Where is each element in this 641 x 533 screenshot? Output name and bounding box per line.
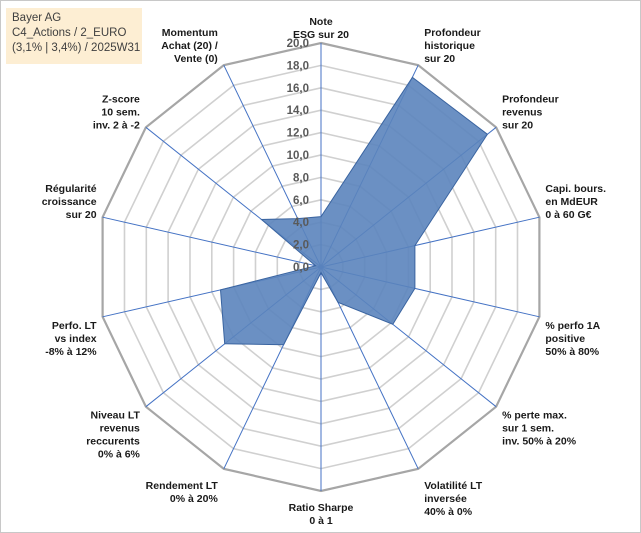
- info-line-2: C4_Actions / 2_EURO: [12, 27, 127, 39]
- category-label-line: positive: [545, 333, 585, 345]
- radial-ticks: 0,0 2,0 4,0 6,0 8,0 10,0 12,0 14,0 16,0 18,0 20,0: [287, 38, 309, 274]
- category-label: Note ESG sur 20: [293, 16, 349, 41]
- category-label: Profondeur revenus sur 20: [502, 93, 559, 131]
- category-label-line: 0 à 1: [309, 515, 333, 527]
- category-label: Z-score 10 sem. inv. 2 à -2: [93, 93, 140, 131]
- category-label: Ratio Sharpe 0 à 1: [289, 502, 354, 527]
- category-label-line: Volatilité LT: [424, 480, 483, 492]
- category-labels: Note ESG sur 20 Profondeur historique sur 20…: [42, 16, 606, 527]
- tick-label: 0,0: [293, 262, 309, 274]
- category-label-line: croissance: [42, 196, 97, 208]
- category-label-line: sur 1 sem.: [502, 423, 554, 435]
- category-label: % perfo 1A positive 50% à 80%: [545, 320, 600, 358]
- category-label: Momentum Achat (20) / Vente (0): [161, 27, 218, 65]
- category-label-line: Perfo. LT: [52, 320, 97, 332]
- category-label-line: 40% à 0%: [424, 506, 473, 518]
- tick-label: 12,0: [287, 128, 309, 140]
- category-label-line: revenus: [502, 106, 542, 118]
- radar-series: [219, 76, 489, 346]
- tick-label: 18,0: [287, 60, 309, 72]
- category-label-line: Profondeur: [424, 27, 481, 39]
- info-line-3: (3,1% | 3,4%) / 2025W31: [12, 42, 141, 54]
- category-label-line: 0 à 60 G€: [545, 209, 591, 221]
- axis-spoke: [102, 216, 322, 268]
- info-box: Bayer AG C4_Actions / 2_EURO (3,1% | 3,4…: [6, 8, 142, 64]
- category-label-line: Ratio Sharpe: [289, 502, 354, 514]
- category-label-line: % perte max.: [502, 410, 567, 422]
- tick-label: 6,0: [293, 195, 309, 207]
- category-label-line: Momentum: [162, 27, 218, 39]
- category-label-line: Note: [309, 16, 332, 28]
- category-label: Rendement LT 0% à 20%: [146, 480, 219, 505]
- category-label: Niveau LT revenus reccurents 0% à 6%: [86, 410, 140, 461]
- category-label-line: sur 20: [424, 53, 455, 65]
- tick-label: 4,0: [293, 217, 309, 229]
- category-label-line: Achat (20) /: [161, 40, 218, 52]
- series-area: [219, 76, 489, 346]
- category-label-line: 0% à 6%: [98, 449, 141, 461]
- category-label-line: 10 sem.: [101, 106, 140, 118]
- category-label-line: Z-score: [102, 93, 140, 105]
- category-label-line: Capi. bours.: [545, 183, 606, 195]
- category-label: Volatilité LT inversée 40% à 0%: [424, 480, 483, 518]
- category-label: Régularité croissance sur 20: [42, 183, 97, 221]
- category-label-line: 0% à 20%: [170, 493, 219, 505]
- category-label: % perte max. sur 1 sem. inv. 50% à 20%: [502, 410, 577, 448]
- category-label-line: en MdEUR: [545, 196, 598, 208]
- category-label-line: % perfo 1A: [545, 320, 600, 332]
- category-label-line: reccurents: [86, 436, 140, 448]
- category-label-line: sur 20: [66, 209, 97, 221]
- tick-label: 20,0: [287, 38, 309, 50]
- category-label-line: Rendement LT: [146, 480, 219, 492]
- category-label-line: inv. 50% à 20%: [502, 436, 577, 448]
- category-label: Perfo. LT vs index -8% à 12%: [45, 320, 97, 358]
- category-label-line: Niveau LT: [90, 410, 140, 422]
- category-label-line: ESG sur 20: [293, 29, 349, 41]
- category-label-line: -8% à 12%: [45, 346, 97, 358]
- category-label-line: Profondeur: [502, 93, 559, 105]
- category-label-line: sur 20: [502, 119, 533, 131]
- tick-label: 10,0: [287, 150, 309, 162]
- category-label-line: inversée: [424, 493, 467, 505]
- tick-label: 2,0: [293, 240, 309, 252]
- category-label-line: Régularité: [45, 183, 97, 195]
- category-label: Profondeur historique sur 20: [424, 27, 481, 65]
- tick-label: 14,0: [287, 105, 309, 117]
- category-label-line: historique: [424, 40, 475, 52]
- category-label: Capi. bours. en MdEUR 0 à 60 G€: [545, 183, 606, 221]
- category-label-line: Vente (0): [174, 53, 218, 65]
- info-line-1: Bayer AG: [12, 12, 62, 24]
- category-label-line: vs index: [55, 333, 97, 345]
- category-label-line: revenus: [100, 423, 140, 435]
- tick-label: 16,0: [287, 83, 309, 95]
- category-label-line: inv. 2 à -2: [93, 119, 140, 131]
- tick-label: 8,0: [293, 172, 309, 184]
- category-label-line: 50% à 80%: [545, 346, 599, 358]
